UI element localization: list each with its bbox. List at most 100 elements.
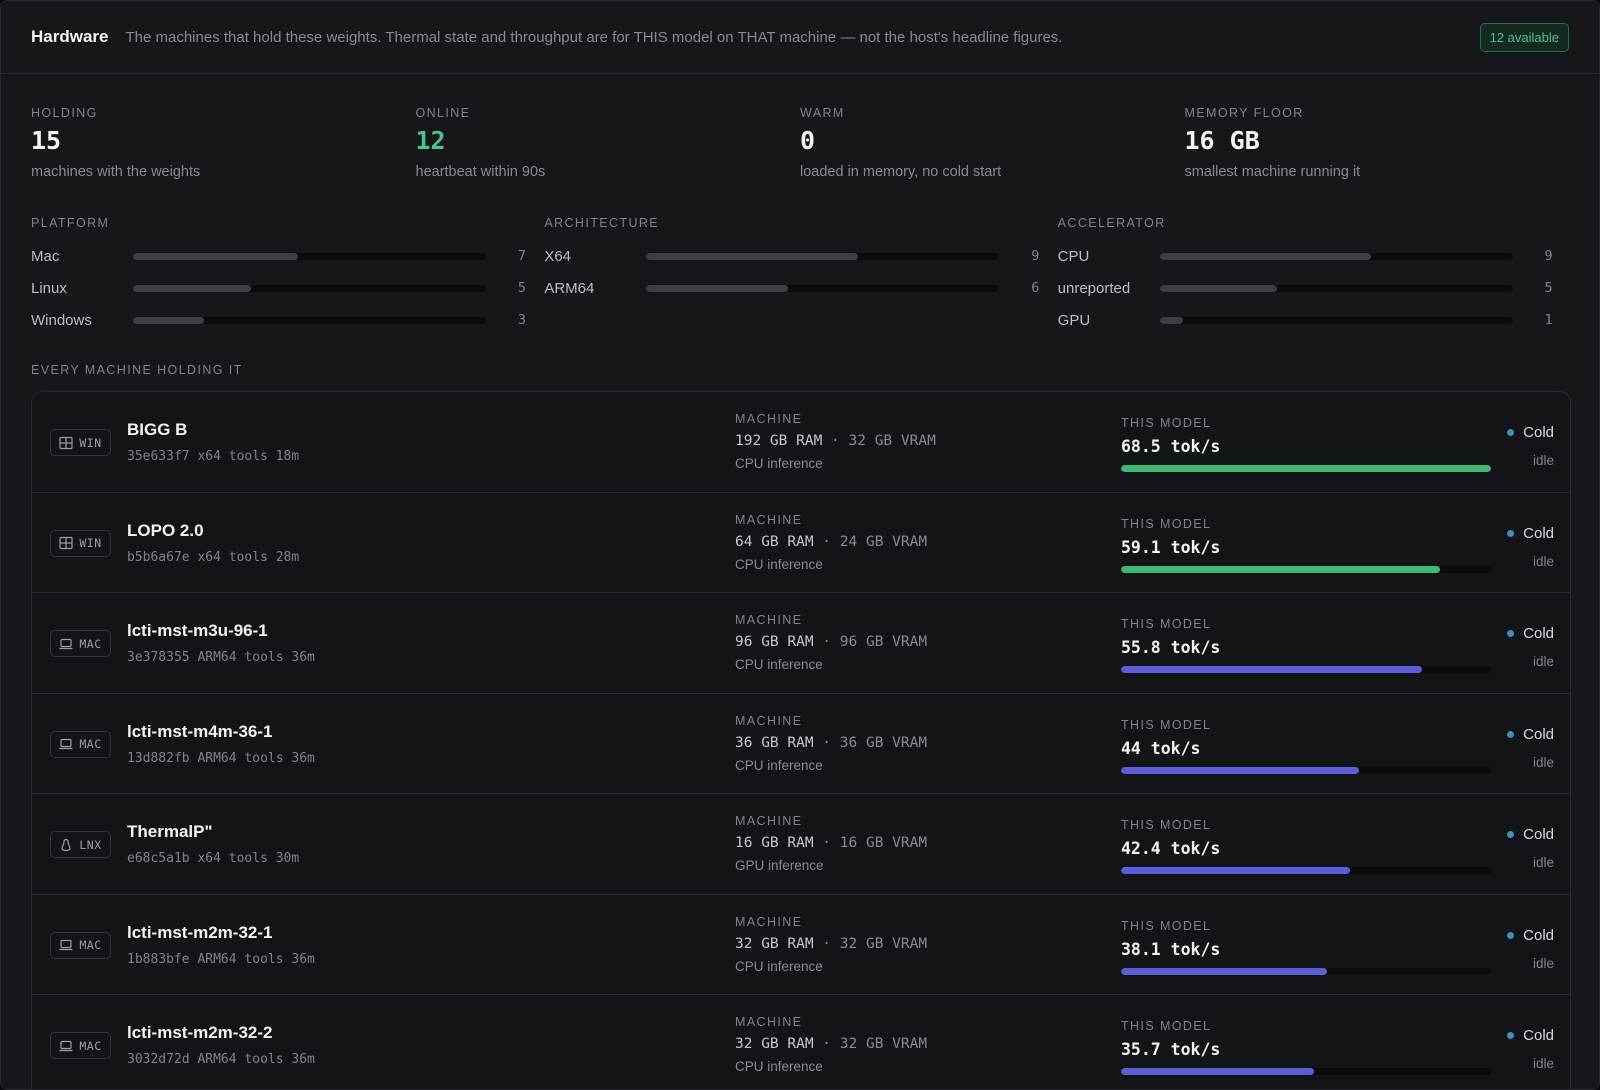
distribution-label: PLATFORM [31,216,544,230]
machine-meta: e68c5a1b x64 tools 30m [127,851,299,866]
model-throughput: THIS MODEL 68.5 tok/s [1121,416,1491,472]
distribution-bar-fill [646,285,787,292]
distribution-bar-track [133,253,486,260]
panel-description: The machines that hold these weights. Th… [125,29,1479,46]
status-dot-icon [1507,831,1514,838]
machine-row[interactable]: MAC lcti-mst-m2m-32-2 3032d72d ARM64 tools… [32,995,1570,1090]
machine-name[interactable]: BIGG B [127,420,187,440]
machine-name[interactable]: ThermalP" [127,822,213,842]
distribution-row-count: 1 [1513,312,1553,328]
thermal-state: Cold [1507,424,1554,441]
machine-id: 3e378355 [127,650,190,665]
linux-icon [59,838,73,852]
machine-memory: 96 GB RAM · 96 GB VRAM [735,634,927,650]
activity-label: idle [1507,554,1554,569]
thermal-state-label: Cold [1523,625,1554,642]
machine-arch: ARM64 [197,952,236,967]
os-tag: MAC [50,932,111,959]
model-throughput: THIS MODEL 55.8 tok/s [1121,617,1491,673]
machine-ram: 32 GB RAM [735,1036,814,1052]
thermal-state: Cold [1507,726,1554,743]
distribution-platform: PLATFORM Mac 7 Linux 5 Windows 3 [31,216,544,336]
machine-list: WIN BIGG B 35e633f7 x64 tools 18m MACHINE 19… [31,391,1571,1090]
available-badge[interactable]: 12 available [1480,23,1569,52]
machine-ram: 32 GB RAM [735,936,814,952]
machine-inference: CPU inference [735,1059,927,1074]
machine-vram: 16 GB VRAM [840,835,927,851]
windows-icon [59,536,73,550]
machine-inference: CPU inference [735,758,927,773]
distribution-row: X64 9 [544,240,1057,272]
distribution-label: ARCHITECTURE [544,216,1057,230]
throughput-bar-track [1121,566,1491,573]
machine-row[interactable]: WIN LOPO 2.0 b5b6a67e x64 tools 28m MACHINE… [32,493,1570,594]
distribution-rows: Mac 7 Linux 5 Windows 3 [31,240,544,336]
thermal-state: Cold [1507,525,1554,542]
machine-name[interactable]: lcti-mst-m4m-36-1 [127,722,273,742]
os-label: WIN [79,436,101,450]
separator: · [814,1036,840,1052]
distribution-bar-track [133,285,486,292]
machine-row[interactable]: MAC lcti-mst-m4m-36-1 13d882fb ARM64 tools… [32,694,1570,795]
stat-value: 16 GB [1185,126,1570,155]
machine-spec: MACHINE 32 GB RAM · 32 GB VRAM CPU inferen… [735,1015,927,1074]
machine-row[interactable]: MAC lcti-mst-m3u-96-1 3e378355 ARM64 tools… [32,593,1570,694]
machine-id: 13d882fb [127,751,190,766]
model-throughput-label: THIS MODEL [1121,517,1491,531]
laptop-icon [59,637,73,651]
thermal-state-label: Cold [1523,726,1554,743]
machine-name[interactable]: lcti-mst-m3u-96-1 [127,621,268,641]
distribution-row-count: 9 [999,248,1039,264]
machine-spec-label: MACHINE [735,814,927,828]
machine-tools: tools [244,1052,283,1067]
status-dot-icon [1507,630,1514,637]
throughput-bar-fill [1121,867,1350,874]
machine-name[interactable]: lcti-mst-m2m-32-1 [127,923,273,943]
activity-label: idle [1507,654,1554,669]
distribution-bar-track [133,317,486,324]
distribution-row-count: 5 [1513,280,1553,296]
distribution-row-name: CPU [1058,248,1160,265]
separator: · [814,936,840,952]
separator: · [814,735,840,751]
os-label: MAC [79,1039,101,1053]
machine-name[interactable]: LOPO 2.0 [127,521,204,541]
machine-age: 28m [276,550,299,565]
machine-id: 3032d72d [127,1052,190,1067]
distribution-bar-track [1160,285,1513,292]
machine-meta: 3032d72d ARM64 tools 36m [127,1052,315,1067]
machine-age: 36m [291,952,314,967]
machine-ram: 36 GB RAM [735,735,814,751]
throughput-bar-fill [1121,968,1327,975]
machine-row[interactable]: WIN BIGG B 35e633f7 x64 tools 18m MACHINE 19… [32,392,1570,493]
model-throughput: THIS MODEL 42.4 tok/s [1121,818,1491,874]
thermal-state: Cold [1507,1027,1554,1044]
stat-value: 0 [800,126,1185,155]
machine-meta: b5b6a67e x64 tools 28m [127,550,299,565]
machine-row[interactable]: LNX ThermalP" e68c5a1b x64 tools 30m MACHIN… [32,794,1570,895]
machine-age: 36m [291,1052,314,1067]
throughput-bar-track [1121,465,1491,472]
machine-age: 18m [276,449,299,464]
distribution-row: Mac 7 [31,240,544,272]
status-dot-icon [1507,429,1514,436]
machine-vram: 32 GB VRAM [840,1036,927,1052]
machine-arch: ARM64 [197,751,236,766]
machine-name[interactable]: lcti-mst-m2m-32-2 [127,1023,273,1043]
status-dot-icon [1507,1032,1514,1039]
machine-memory: 32 GB RAM · 32 GB VRAM [735,1036,927,1052]
model-throughput-label: THIS MODEL [1121,818,1491,832]
machine-spec: MACHINE 36 GB RAM · 36 GB VRAM CPU inferen… [735,714,927,773]
os-label: LNX [79,838,101,852]
distribution-row-count: 5 [486,280,526,296]
machine-status: Cold idle [1507,625,1554,669]
machine-vram: 32 GB VRAM [840,936,927,952]
machine-vram: 96 GB VRAM [840,634,927,650]
machine-inference: CPU inference [735,456,936,471]
model-speed: 42.4 tok/s [1121,839,1491,858]
machine-memory: 192 GB RAM · 32 GB VRAM [735,433,936,449]
status-dot-icon [1507,932,1514,939]
laptop-icon [59,1039,73,1053]
machine-row[interactable]: MAC lcti-mst-m2m-32-1 1b883bfe ARM64 tools… [32,895,1570,996]
